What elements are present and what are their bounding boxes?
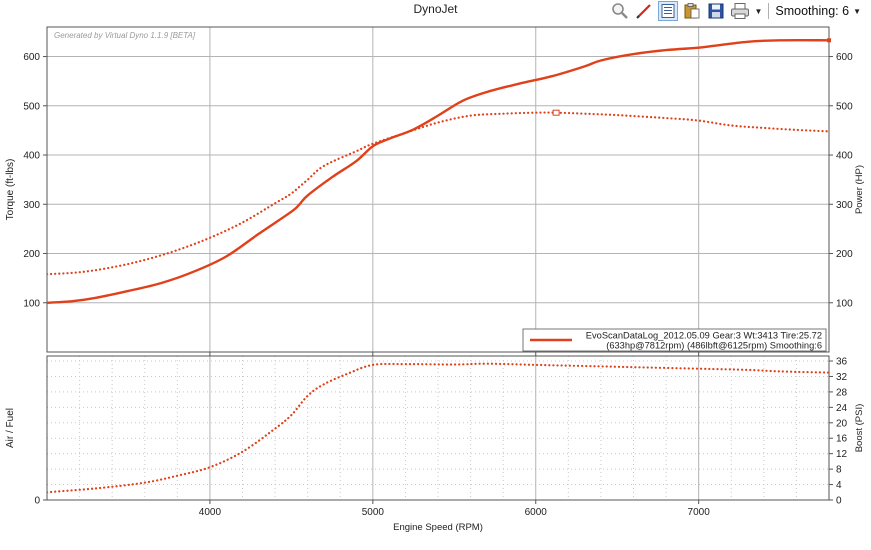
- y2-tick-label: 500: [836, 101, 853, 112]
- y-tick-label: 100: [23, 298, 40, 309]
- y2-tick-label: 32: [836, 372, 848, 383]
- legend-line-1: EvoScanDataLog_2012.05.09 Gear:3 Wt:3413…: [586, 331, 822, 341]
- y2-tick-label: 20: [836, 418, 848, 429]
- legend-box: [522, 328, 827, 352]
- y2-tick-label: 28: [836, 387, 848, 398]
- x-tick-label: 4000: [199, 507, 222, 518]
- y2-tick-label: 200: [836, 249, 853, 260]
- end-point: [827, 38, 831, 43]
- print-button[interactable]: [730, 1, 750, 21]
- x-axis-label: Engine Speed (RPM): [393, 522, 483, 533]
- y2-axis-label: Boost (PSI): [854, 404, 865, 453]
- save-icon: [708, 3, 724, 19]
- plot-frame: [46, 26, 830, 353]
- legend-line-2: (633hp@7812rpm) (486lbft@6125rpm) Smooth…: [606, 341, 822, 351]
- pen-button[interactable]: [634, 1, 654, 21]
- window-title: DynoJet: [413, 2, 458, 16]
- watermark-text: Generated by Virtual Dyno 1.1.9 [BETA]: [54, 31, 196, 40]
- x-tick-label: 5000: [362, 507, 385, 518]
- peak-marker: [552, 109, 560, 116]
- y2-axis-label: Power (HP): [854, 165, 865, 214]
- y-tick-label: 600: [23, 52, 40, 63]
- boost-series-line: [47, 362, 829, 494]
- x-tick-label: 7000: [688, 507, 711, 518]
- y2-tick-label: 24: [836, 403, 848, 414]
- y2-tick-label: 8: [836, 465, 842, 476]
- y2-tick-label: 300: [836, 200, 853, 211]
- print-icon: [731, 3, 750, 19]
- y-axis-label: Torque (ft-lbs): [5, 159, 16, 221]
- zoom-icon: [612, 3, 629, 19]
- y2-tick-label: 16: [836, 434, 848, 445]
- zoom-button[interactable]: [610, 1, 630, 21]
- y2-tick-label: 400: [836, 151, 853, 162]
- y2-tick-label: 12: [836, 449, 848, 460]
- y2-tick-label: 36: [836, 357, 848, 368]
- y-axis-label: Air / Fuel: [5, 408, 16, 448]
- grid-icon: [661, 4, 675, 18]
- toolbar: ▼ Smoothing: 6 ▼: [610, 0, 871, 22]
- chevron-down-icon[interactable]: ▼: [853, 6, 861, 16]
- chevron-down-icon[interactable]: ▼: [754, 6, 763, 16]
- save-button[interactable]: [706, 1, 726, 21]
- y-tick-label: 200: [23, 249, 40, 260]
- clipboard-button[interactable]: [682, 1, 702, 21]
- y-tick-label: 400: [23, 151, 40, 162]
- plot-frame: [46, 355, 830, 501]
- toolbar-separator: [768, 3, 770, 19]
- y-tick-label: 0: [34, 496, 40, 507]
- pen-icon: [636, 4, 652, 19]
- x-tick-label: 6000: [525, 507, 548, 518]
- y-tick-label: 300: [23, 200, 40, 211]
- y-tick-label: 500: [23, 101, 40, 112]
- smoothing-dropdown[interactable]: Smoothing: 6: [775, 4, 850, 18]
- y2-tick-label: 600: [836, 52, 853, 63]
- grid-button[interactable]: [658, 1, 679, 21]
- y2-tick-label: 0: [836, 496, 842, 507]
- torque-series-line: [47, 111, 829, 276]
- y2-tick-label: 4: [836, 480, 842, 491]
- clipboard-icon: [684, 3, 700, 19]
- y2-tick-label: 100: [836, 298, 853, 309]
